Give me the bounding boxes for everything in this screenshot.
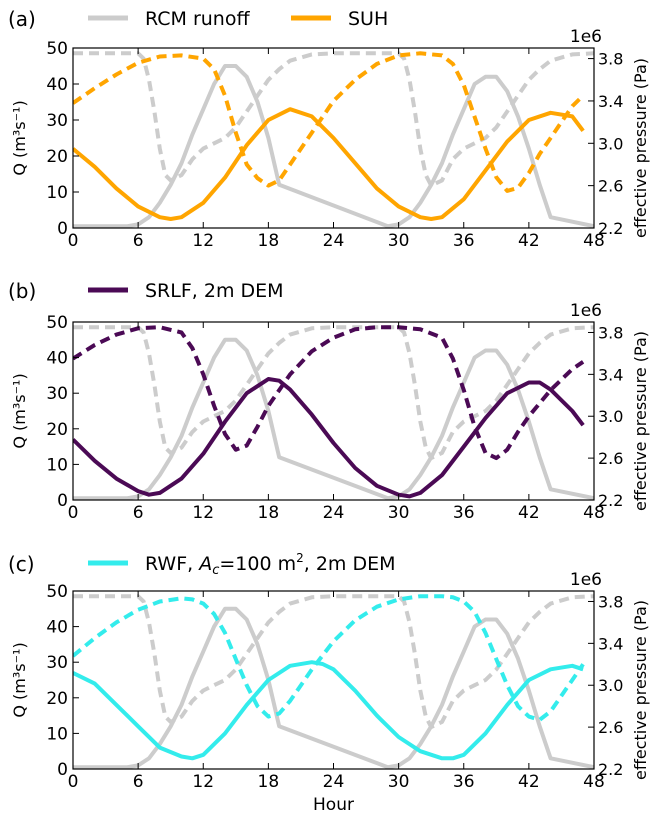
- x-tick-label: 36: [453, 772, 475, 792]
- x-tick-label: 18: [258, 231, 280, 251]
- y-tick-label: 10: [46, 724, 68, 744]
- x-tick-label: 48: [583, 231, 605, 251]
- y2-tick-label: 3.0: [598, 407, 623, 426]
- x-tick-label: 24: [323, 772, 345, 792]
- y2-tick-label: 2.6: [598, 449, 623, 468]
- x-tick-label: 12: [192, 772, 214, 792]
- y-tick-label: 50: [46, 313, 68, 333]
- y2-tick-label: 3.4: [598, 92, 623, 111]
- legend-label: SUH: [348, 8, 388, 30]
- y2-offset-label: 1e6: [570, 301, 602, 321]
- x-tick-label: 48: [583, 503, 605, 523]
- x-tick-label: 30: [388, 231, 410, 251]
- y2-tick-label: 2.6: [598, 718, 623, 737]
- panel-a: 0 6 12 18 24 30 36 42 48 0 10 20 30 40 50 2.2 2.6 3.0 3.4 3…: [8, 7, 650, 251]
- x-tick-label: 18: [258, 772, 280, 792]
- y-tick-label: 40: [46, 75, 68, 95]
- axes-frame: [72, 321, 595, 501]
- y-tick-label: 20: [46, 147, 68, 167]
- x-tick-label: 0: [68, 231, 79, 251]
- panel-label: (a): [8, 7, 36, 31]
- x-tick-label: 6: [133, 772, 144, 792]
- series-line-3: [73, 51, 585, 193]
- x-tick-label: 30: [388, 772, 410, 792]
- x-tick-label: 36: [453, 231, 475, 251]
- y-tick-label: 40: [46, 618, 68, 638]
- y2-tick-label: 3.8: [598, 592, 623, 611]
- y2-tick-label: 3.8: [598, 323, 623, 342]
- legend-label: SRLF, 2m DEM: [145, 280, 284, 302]
- series-line-2: [73, 660, 584, 761]
- x-tick-label: 30: [388, 503, 410, 523]
- y-tick-label: 20: [46, 689, 68, 709]
- y2-tick-label: 3.8: [598, 50, 623, 69]
- y-tick-label: 0: [57, 219, 68, 239]
- series-line-2: [73, 377, 585, 499]
- y-tick-label: 30: [46, 653, 68, 673]
- series-line-1: [73, 51, 594, 188]
- y2-tick-label: 2.6: [598, 177, 623, 196]
- y2-tick-label: 3.4: [598, 365, 623, 384]
- x-tick-label: 42: [518, 503, 540, 523]
- x-tick-label: 42: [518, 231, 540, 251]
- y-tick-label: 0: [57, 760, 68, 780]
- y-tick-label: 10: [46, 455, 68, 475]
- y2-tick-label: 2.2: [598, 219, 623, 238]
- y2-tick-label: 3.0: [598, 134, 623, 153]
- x-tick-label: 36: [453, 503, 475, 523]
- legend-label: RCM runoff: [145, 8, 250, 30]
- x-tick-label: 18: [258, 503, 280, 523]
- y-tick-label: 30: [46, 384, 68, 404]
- y-tick-label: 30: [46, 111, 68, 131]
- panel-label: (c): [8, 552, 35, 576]
- panel-c: 0 6 12 18 24 30 36 42 48 0 10 20 30 40 50 2.2 2.6 3.0 3.4 3…: [8, 551, 650, 815]
- axes-frame: [72, 590, 595, 770]
- y-tick-label: 10: [46, 183, 68, 203]
- series-line-2: [73, 107, 585, 221]
- y-axis-label: Q (m³s⁻¹): [10, 642, 29, 717]
- panel-b: 0 6 12 18 24 30 36 42 48 0 10 20 30 40 50 2.2 2.6 3.0 3.4 3…: [8, 279, 650, 523]
- x-axis-label: Hour: [313, 795, 354, 815]
- x-tick-label: 48: [583, 772, 605, 792]
- series-line-3: [73, 594, 585, 722]
- series-group: [73, 51, 594, 228]
- x-tick-label: 42: [518, 772, 540, 792]
- series-line-1: [73, 594, 594, 730]
- series-group: [73, 594, 594, 769]
- y2-offset-label: 1e6: [570, 27, 602, 47]
- y-tick-label: 50: [46, 582, 68, 602]
- series-line-0: [73, 64, 594, 228]
- y-tick-label: 0: [57, 491, 68, 511]
- y-tick-label: 50: [46, 39, 68, 59]
- y2-tick-label: 3.0: [598, 676, 623, 695]
- y2-axis-label: effective pressure (Pa): [631, 331, 650, 511]
- x-tick-label: 12: [192, 231, 214, 251]
- y2-axis-label: effective pressure (Pa): [631, 600, 650, 780]
- panel-label: (b): [8, 279, 36, 303]
- x-tick-label: 24: [323, 231, 345, 251]
- y-axis-label: Q (m³s⁻¹): [10, 373, 29, 448]
- y2-axis-label: effective pressure (Pa): [631, 58, 650, 238]
- x-tick-label: 0: [68, 772, 79, 792]
- y-tick-label: 20: [46, 420, 68, 440]
- x-tick-label: 6: [133, 231, 144, 251]
- x-tick-label: 24: [323, 503, 345, 523]
- y2-tick-label: 2.2: [598, 491, 623, 510]
- y-tick-label: 40: [46, 349, 68, 369]
- y2-offset-label: 1e6: [570, 570, 602, 590]
- x-tick-label: 6: [133, 503, 144, 523]
- y-axis-label: Q (m³s⁻¹): [10, 100, 29, 175]
- x-tick-label: 0: [68, 503, 79, 523]
- y2-tick-label: 2.2: [598, 760, 623, 779]
- series-group: [73, 325, 594, 500]
- legend-label: RWF, Ac=100 m2, 2m DEM: [145, 551, 396, 578]
- y2-tick-label: 3.4: [598, 634, 623, 653]
- x-tick-label: 12: [192, 503, 214, 523]
- series-line-1: [73, 325, 594, 461]
